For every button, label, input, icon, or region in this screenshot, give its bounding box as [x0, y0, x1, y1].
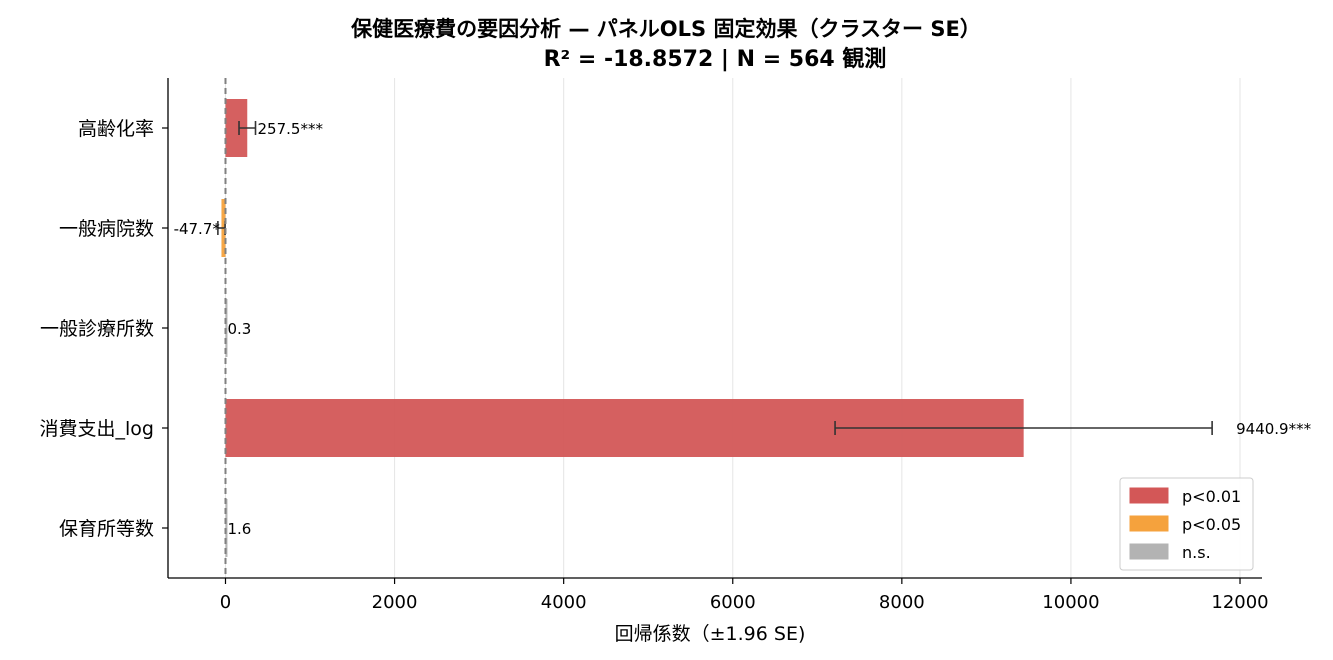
- bar: [225, 99, 248, 157]
- x-tick-label: 8000: [879, 592, 925, 613]
- x-tick-label: 6000: [710, 592, 756, 613]
- y-tick-label: 高齢化率: [78, 118, 154, 140]
- legend-swatch: [1129, 515, 1169, 532]
- x-tick-label: 2000: [372, 592, 418, 613]
- bar-value-label: 1.6: [227, 520, 251, 538]
- legend-label: n.s.: [1182, 543, 1211, 562]
- legend-label: p<0.01: [1182, 487, 1241, 506]
- legend-swatch: [1129, 543, 1169, 560]
- legend: p<0.01 p<0.05 n.s.: [1119, 477, 1254, 571]
- bar-value-label: -47.7*: [174, 220, 221, 238]
- x-tick-label: 0: [220, 592, 231, 613]
- x-tick-label: 4000: [541, 592, 587, 613]
- chart-title: 保健医療費の要因分析 — パネルOLS 固定効果（クラスター SE）: [350, 17, 981, 41]
- x-tick-label: 12000: [1211, 592, 1268, 613]
- legend-swatch: [1129, 487, 1169, 504]
- y-tick-label: 一般診療所数: [40, 318, 154, 340]
- y-tick-label: 保育所等数: [59, 518, 154, 540]
- bars-layer: [217, 99, 1213, 557]
- value-labels-layer: 257.5*** -47.7* 0.3 9440.9*** 1.6: [174, 120, 1312, 538]
- x-tick-label: 10000: [1042, 592, 1099, 613]
- x-axis-label: 回帰係数（±1.96 SE): [615, 623, 806, 645]
- bar-value-label: 0.3: [227, 320, 251, 338]
- bar-value-label: 257.5***: [258, 120, 324, 138]
- chart-subtitle: R² = -18.8572 | N = 564 観測: [544, 46, 887, 72]
- axes-layer: 0 2000 4000 6000 8000 10000 12000 高齢化率一般病院数一般診療…: [40, 78, 1269, 613]
- y-tick-label: 消費支出_log: [40, 418, 154, 440]
- legend-label: p<0.05: [1182, 515, 1241, 534]
- y-tick-label: 一般病院数: [59, 218, 154, 240]
- grid-layer: [224, 78, 1241, 578]
- bar-value-label: 9440.9***: [1236, 420, 1311, 438]
